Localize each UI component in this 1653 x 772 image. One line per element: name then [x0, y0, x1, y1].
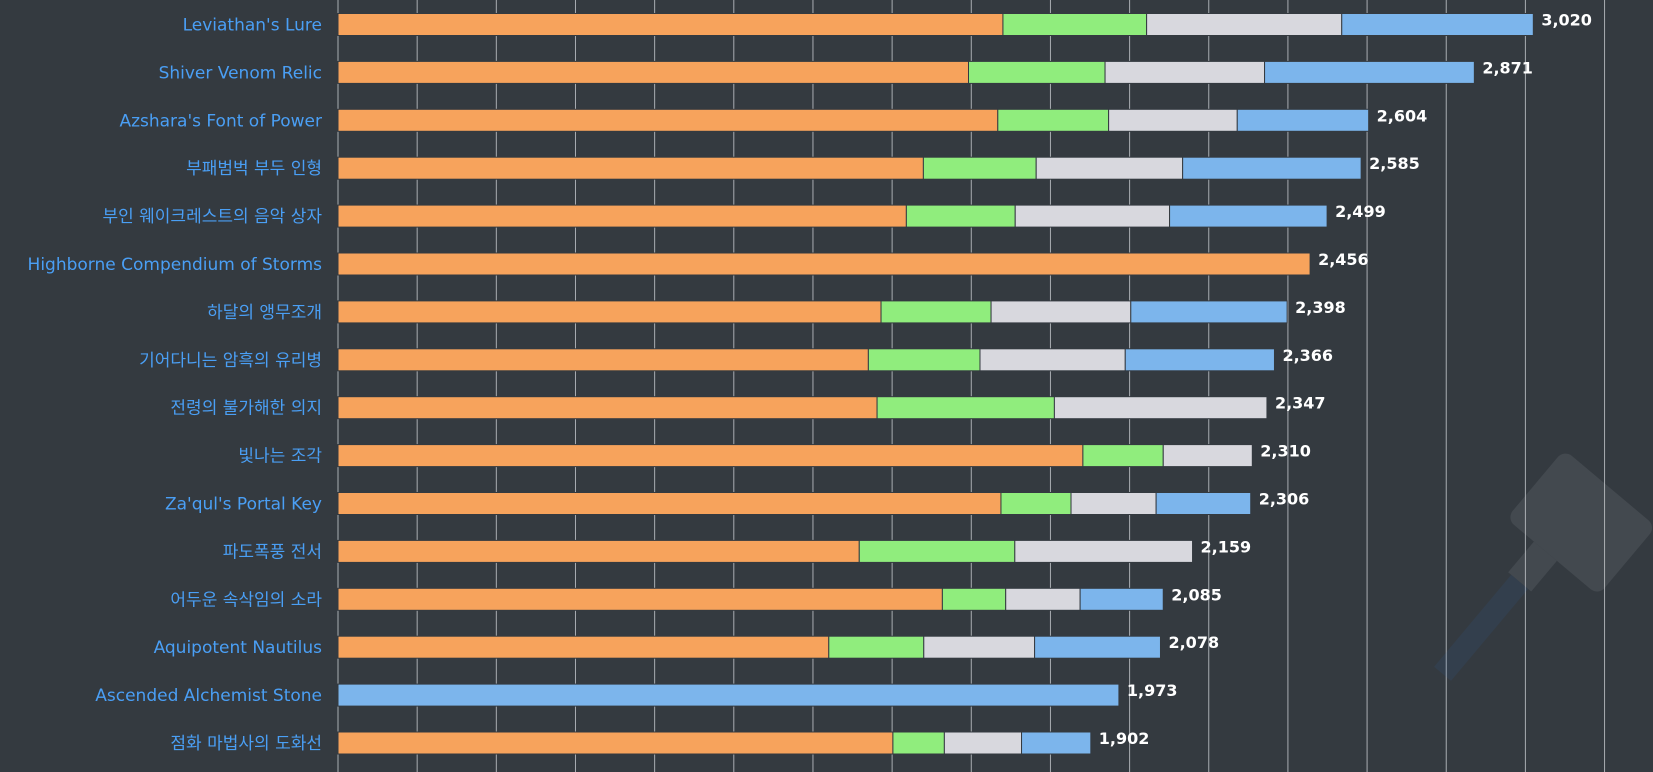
bar-segment-4: [1236, 108, 1370, 132]
bar-segment-2: [1002, 13, 1148, 36]
bar-segment-2: [941, 587, 1007, 611]
bar-segment-2: [997, 108, 1110, 132]
bar-segment-1: [337, 348, 869, 372]
bar-segment-1: [337, 731, 894, 755]
bar-segment-3: [923, 635, 1036, 659]
bar-segment-2: [892, 731, 945, 755]
bar-segment-4: [1021, 731, 1092, 755]
bar-segment-1: [337, 587, 943, 611]
bar-segment-4: [1034, 635, 1161, 659]
bar-segment-4: [1169, 204, 1328, 228]
bar-segment-2: [880, 300, 992, 324]
total-label: 2,499: [1335, 202, 1386, 221]
bar-segment-4: [1079, 587, 1164, 611]
bar-segment-2: [922, 156, 1037, 180]
category-label[interactable]: 기어다니는 암흑의 유리병: [139, 351, 322, 371]
bars: [337, 13, 1534, 755]
total-label: 2,871: [1482, 58, 1533, 77]
bar-segment-2: [1000, 492, 1072, 515]
bar-segment-2: [828, 635, 925, 659]
bar-segment-4: [337, 683, 1120, 707]
bar-segment-1: [337, 252, 1311, 276]
total-label: 2,398: [1295, 298, 1346, 317]
category-label[interactable]: 하달의 앵무조개: [207, 303, 322, 323]
category-label[interactable]: Leviathan's Lure: [183, 16, 322, 36]
total-labels: 3,020 2,871 2,604 2,585 2,499 2,456 2,398 2,366…: [1099, 11, 1592, 749]
bar-segment-1: [337, 635, 830, 659]
bar-segment-1: [337, 396, 878, 420]
bar-segment-2: [968, 60, 1106, 84]
total-label: 2,347: [1275, 394, 1326, 413]
bar-segment-1: [337, 444, 1084, 468]
bar-segment-3: [1162, 444, 1253, 468]
bar-segment-3: [1014, 204, 1171, 228]
bar-segment-4: [1264, 60, 1475, 84]
bar-segment-1: [337, 539, 860, 563]
bar-segment-4: [1341, 13, 1534, 36]
bar-segment-3: [1146, 13, 1343, 36]
bar-segment-3: [1005, 587, 1081, 611]
total-label: 2,306: [1259, 490, 1310, 509]
bar-segment-1: [337, 204, 907, 228]
bar-segment-2: [867, 348, 981, 372]
bar-segment-1: [337, 108, 999, 132]
bar-segment-4: [1130, 300, 1288, 324]
category-label[interactable]: Azshara's Font of Power: [119, 111, 322, 131]
bar-segment-3: [943, 731, 1023, 755]
category-label[interactable]: 부패범벅 부두 인형: [186, 159, 322, 179]
bar-segment-4: [1182, 156, 1362, 180]
total-label: 2,456: [1318, 250, 1369, 269]
category-label[interactable]: 부인 웨이크레스트의 음악 상자: [102, 207, 322, 227]
bar-segment-3: [990, 300, 1132, 324]
bar-segment-1: [337, 60, 970, 84]
category-label[interactable]: Highborne Compendium of Storms: [28, 255, 323, 275]
bar-segment-3: [1108, 108, 1238, 132]
category-label[interactable]: 어두운 속삭임의 소라: [170, 590, 322, 610]
total-label: 1,973: [1127, 681, 1178, 700]
total-label: 2,159: [1201, 537, 1252, 556]
category-label[interactable]: Aquipotent Nautilus: [154, 638, 323, 658]
total-label: 1,902: [1099, 729, 1150, 748]
bar-segment-4: [1124, 348, 1275, 372]
total-label: 2,604: [1377, 106, 1428, 125]
hammer-watermark-icon: [1434, 453, 1653, 681]
category-label[interactable]: 전령의 불가해한 의지: [170, 399, 322, 419]
total-label: 2,585: [1369, 154, 1420, 173]
category-label[interactable]: Shiver Venom Relic: [159, 63, 322, 83]
total-label: 3,020: [1541, 11, 1592, 30]
category-label[interactable]: 점화 마법사의 도화선: [170, 734, 322, 754]
bar-segment-2: [1082, 444, 1164, 468]
total-label: 2,078: [1168, 633, 1219, 652]
bar-segment-4: [1155, 492, 1252, 515]
bar-segment-1: [337, 156, 924, 180]
category-label[interactable]: 빛나는 조각: [238, 447, 322, 467]
total-label: 2,310: [1260, 442, 1311, 461]
bar-segment-3: [979, 348, 1126, 372]
bar-segment-3: [1070, 492, 1157, 515]
bar-segment-3: [1104, 60, 1266, 84]
bar-segment-2: [876, 396, 1055, 420]
category-labels: Leviathan's Lure Shiver Venom Relic Azshar…: [28, 16, 323, 755]
category-label[interactable]: Za'qul's Portal Key: [165, 495, 322, 515]
bar-segment-1: [337, 13, 1004, 36]
category-label[interactable]: 파도폭풍 전서: [223, 542, 322, 562]
bar-segment-3: [1053, 396, 1268, 420]
bar-segment-2: [905, 204, 1016, 228]
bar-segment-2: [858, 539, 1016, 563]
total-label: 2,085: [1171, 585, 1222, 604]
bar-segment-1: [337, 300, 882, 324]
bar-segment-1: [337, 492, 1002, 515]
bar-segment-3: [1014, 539, 1194, 563]
bar-segment-3: [1035, 156, 1184, 180]
category-label[interactable]: Ascended Alchemist Stone: [95, 686, 322, 706]
total-label: 2,366: [1282, 346, 1333, 365]
